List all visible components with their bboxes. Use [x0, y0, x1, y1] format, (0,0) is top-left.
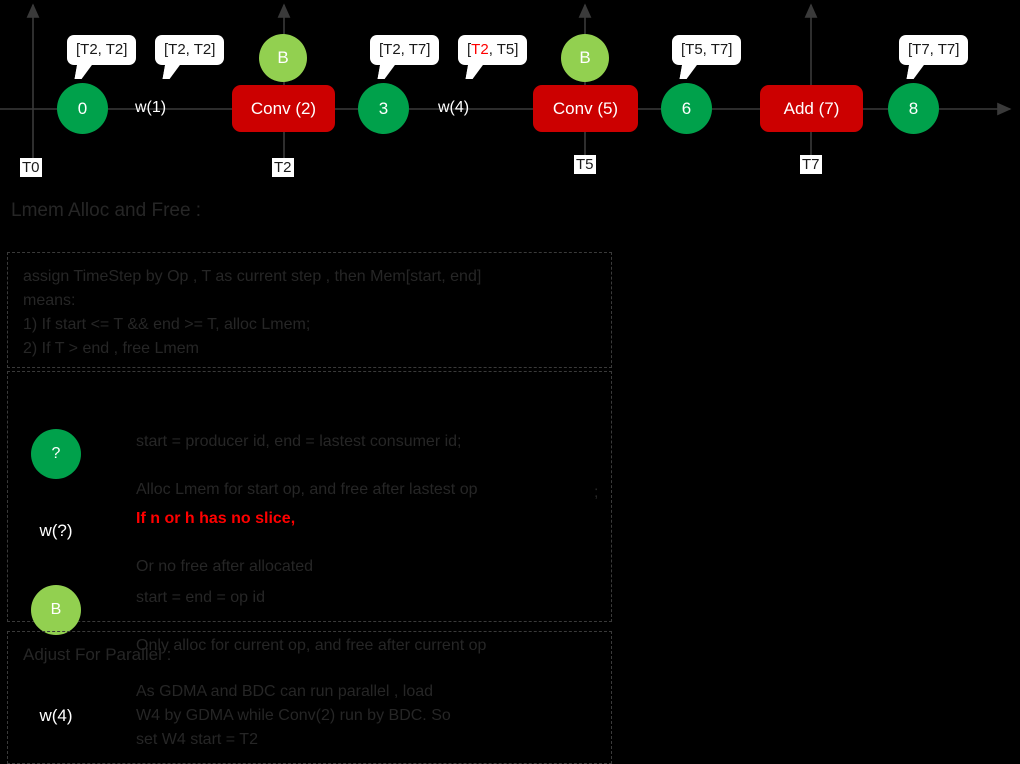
callout-tail-icon: [377, 63, 397, 79]
callout-node3: [T2, T7]: [370, 35, 440, 79]
adjust-parallel-description: As GDMA and BDC can run parallel , load …: [136, 683, 451, 748]
rule-description: start = producer id, end = lastest consu…: [136, 406, 478, 502]
callout-tail-icon: [679, 63, 699, 79]
callout-node3-text: [T2, T7]: [379, 41, 431, 58]
callout-node8: [T7, T7]: [899, 35, 969, 79]
op-node-conv5[interactable]: Conv (5): [533, 85, 638, 132]
callout-node0-text: [T2, T2]: [76, 41, 128, 58]
rule-description: start = end = op id Only alloc for curre…: [136, 562, 486, 658]
bdc-badge-conv2: B: [259, 34, 307, 82]
rule-desc-line1: start = producer id, end = lastest consu…: [136, 433, 462, 450]
rule-badge-bdc: B: [31, 585, 81, 635]
rule-row: w(?) If n or h has no slice, Or no free …: [31, 483, 313, 579]
op-node-8[interactable]: 8: [888, 83, 939, 134]
page-title: Lmem Alloc and Free :: [11, 200, 202, 221]
op-node-0[interactable]: 0: [57, 83, 108, 134]
callout-tail-icon: [906, 63, 926, 79]
rules-box: ? start = producer id, end = lastest con…: [7, 371, 612, 654]
callout-tail-icon: [162, 63, 182, 79]
rule-desc-line2: Only alloc for current op, and free afte…: [136, 637, 487, 654]
rule-row: B start = end = op id Only alloc for cur…: [31, 562, 486, 658]
edge-label-w1: w(1): [135, 99, 167, 116]
adjust-badge-w4: w(4): [39, 706, 73, 725]
bdc-badge-conv5: B: [561, 34, 609, 82]
callout-node6: [T5, T7]: [672, 35, 742, 79]
op-node-6[interactable]: 6: [661, 83, 712, 134]
callout-w4-highlight: T2: [471, 41, 489, 58]
edge-label-w4: w(4): [438, 99, 470, 116]
rule-desc-warning: If n or h has no slice,: [136, 510, 296, 527]
op-node-conv2[interactable]: Conv (2): [232, 85, 335, 132]
op-node-add7[interactable]: Add (7): [760, 85, 863, 132]
rule-desc-line2: Or no free after allocated: [136, 558, 313, 575]
callout-w4-rest: , T5]: [488, 41, 519, 58]
tick-label-t5: T5: [574, 155, 596, 174]
tick-label-t0: T0: [20, 158, 42, 177]
callout-w1: [T2, T2]: [155, 35, 225, 79]
adjust-parallel-title: Adjust For Parallel :: [23, 645, 172, 664]
rule-desc-line2: Alloc Lmem for start op, and free after …: [136, 481, 478, 498]
rule-desc-line1: start = end = op id: [136, 589, 265, 606]
timeline-diagram: T0 T2 T5 T7 B B 0 Conv (2) 3 Conv (5) 6 …: [0, 0, 1020, 190]
tick-label-t2: T2: [272, 158, 294, 177]
rule-badge-question: ?: [31, 429, 81, 479]
callout-w4: [T2, T5]: [458, 35, 528, 79]
callout-node8-text: [T7, T7]: [908, 41, 960, 58]
op-node-3[interactable]: 3: [358, 83, 409, 134]
callout-tail-icon: [465, 63, 485, 79]
rule-description: If n or h has no slice, Or no free after…: [136, 483, 313, 579]
timeline-axes: [0, 3, 1012, 162]
definition-box: assign TimeStep by Op , T as current ste…: [7, 252, 612, 368]
callout-node6-text: [T5, T7]: [681, 41, 733, 58]
adjust-parallel-box: Adjust For Parallel : w(4) As GDMA and B…: [7, 631, 612, 764]
rule-trailing-semicolon: ;: [594, 484, 599, 501]
callout-node0: [T2, T2]: [67, 35, 137, 79]
definition-text: assign TimeStep by Op , T as current ste…: [23, 268, 482, 357]
rule-row: ? start = producer id, end = lastest con…: [31, 406, 478, 502]
callout-w4-prefix: [: [467, 41, 472, 58]
rule-row: w(4) As GDMA and BDC can run parallel , …: [31, 680, 451, 752]
callout-w1-text: [T2, T2]: [164, 41, 216, 58]
rule-badge-wquestion: w(?): [39, 521, 73, 540]
callout-tail-icon: [74, 63, 94, 79]
tick-label-t7: T7: [800, 155, 822, 174]
